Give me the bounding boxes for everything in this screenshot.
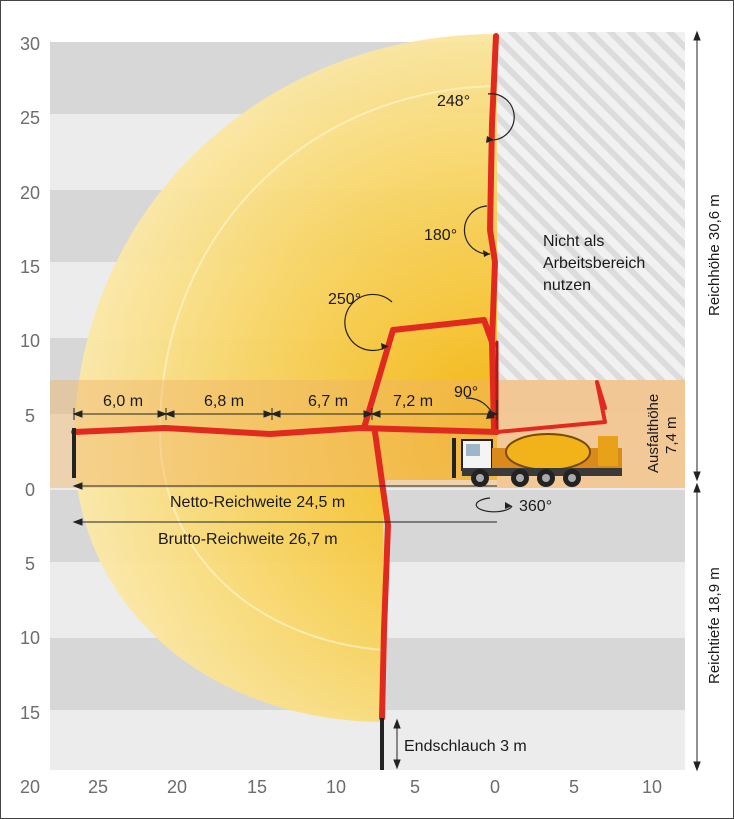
- y-tick: 5: [25, 406, 35, 426]
- boom-down: [372, 429, 391, 721]
- outrigger-height-line-1: Ausfalthöhe: [645, 394, 662, 473]
- angle-90-label: 90°: [454, 384, 478, 401]
- x-tick: 20: [167, 777, 187, 797]
- end-hose-dimension: [393, 718, 401, 770]
- segment-1-label: 6,0 m: [103, 393, 143, 410]
- angle-arcs: [344, 93, 515, 513]
- reach-depth-label: Reichtiefe 18,9 m: [706, 567, 723, 684]
- y-tick: 10: [20, 628, 40, 648]
- angle-180-label: 180°: [424, 227, 457, 244]
- no-work-zone-line-1: Nicht als: [543, 233, 604, 250]
- gross-reach-line: [72, 518, 497, 526]
- end-hose-label: Endschlauch 3 m: [404, 738, 527, 755]
- y-tick: 30: [20, 34, 40, 54]
- x-tick: 0: [490, 777, 500, 797]
- x-tick: 10: [642, 777, 662, 797]
- y-tick: 20: [20, 183, 40, 203]
- boom-horizontal: [71, 380, 607, 437]
- y-tick: 0: [25, 480, 35, 500]
- reach-height-label: Reichhöhe 30,6 m: [706, 194, 723, 316]
- inner-envelope: [158, 85, 498, 651]
- y-tick: 10: [20, 331, 40, 351]
- angle-arrowheads: [381, 136, 512, 509]
- boom-mid: [361, 317, 496, 431]
- segment-4-label: 7,2 m: [393, 393, 433, 410]
- y-tick: 15: [20, 257, 40, 277]
- net-reach-label: Netto-Reichweite 24,5 m: [170, 494, 345, 511]
- y-tick: 5: [25, 554, 35, 574]
- angle-248-label: 248°: [437, 93, 470, 110]
- y-tick: 15: [20, 703, 40, 723]
- angle-250-label: 250°: [328, 291, 361, 308]
- x-axis: 25 20 15 10 5 0 5 10: [88, 777, 662, 797]
- y-axis: 30 25 20 15 10 5 0 5 10 15 20: [20, 34, 40, 797]
- segment-3-label: 6,7 m: [308, 393, 348, 410]
- outrigger-height-line-2: 7,4 m: [663, 416, 680, 454]
- no-work-zone-text: Nicht als Arbeitsbereich nutzen: [543, 233, 645, 294]
- segment-2-label: 6,8 m: [204, 393, 244, 410]
- x-tick: 10: [326, 777, 346, 797]
- angle-360-label: 360°: [519, 498, 552, 515]
- y-tick: 25: [20, 108, 40, 128]
- reach-envelope: [74, 34, 497, 722]
- reach-depth-dimension: [693, 482, 701, 772]
- net-reach-line: [72, 482, 497, 490]
- y-tick: 20: [20, 777, 40, 797]
- no-work-zone: [497, 32, 685, 380]
- no-work-zone-line-2: Arbeitsbereich: [543, 255, 645, 272]
- x-tick: 25: [88, 777, 108, 797]
- x-tick: 5: [410, 777, 420, 797]
- x-tick: 15: [247, 777, 267, 797]
- x-tick: 5: [569, 777, 579, 797]
- reach-height-dimension: [693, 30, 701, 482]
- outrigger-height-text: Ausfalthöhe 7,4 m: [645, 394, 680, 473]
- gross-reach-label: Brutto-Reichweite 26,7 m: [158, 531, 338, 548]
- no-work-zone-line-3: nutzen: [543, 277, 591, 294]
- truck: [461, 433, 622, 487]
